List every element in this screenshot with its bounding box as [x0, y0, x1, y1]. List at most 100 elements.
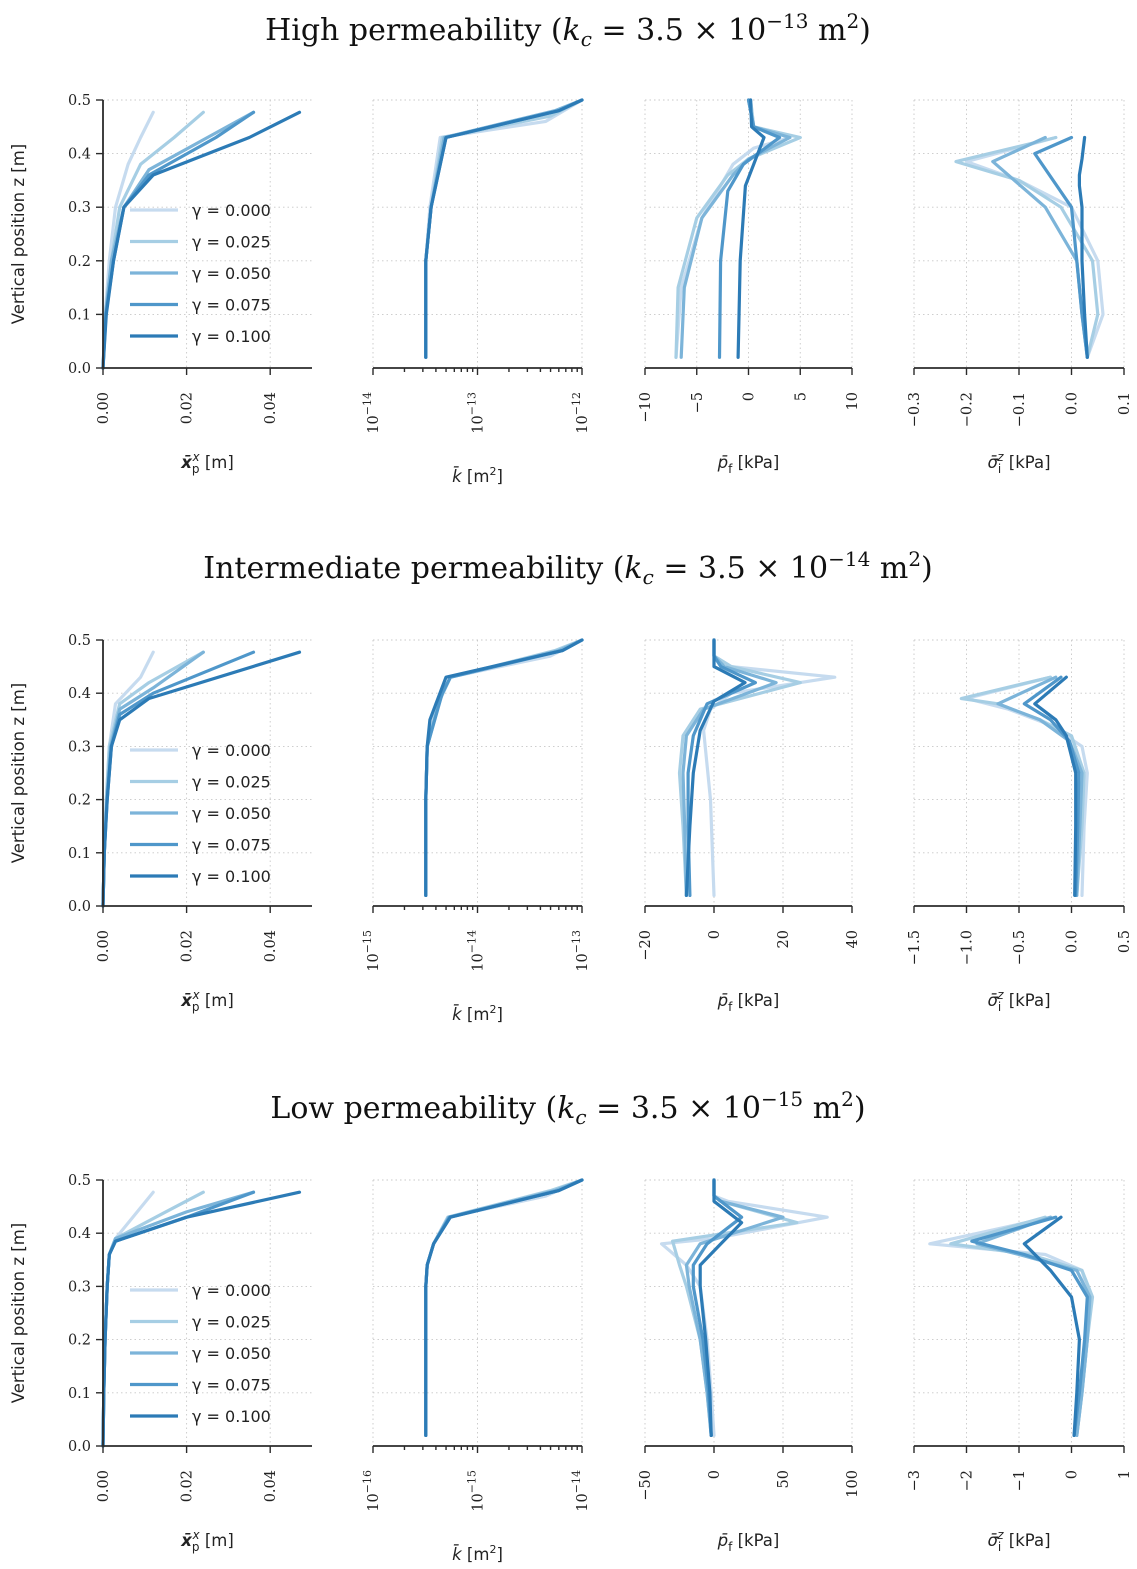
- series-line-1: [424, 98, 584, 359]
- y-axis-label: Vertical position z [m]: [9, 144, 28, 324]
- panel-1: 0.00 0.02 0.04 x̄px [m] 0.0 0.1 0.2 0.3 0.4 0.5 Ve…: [9, 93, 312, 476]
- x-axis-label: x̄px [m]: [180, 988, 234, 1014]
- x-tick-label: −2: [960, 1470, 976, 1491]
- y-axis-label: Vertical position z [m]: [9, 1223, 28, 1403]
- series-line-1: [101, 1190, 205, 1448]
- legend-label: γ = 0.050: [192, 804, 271, 823]
- series-line-3: [424, 638, 584, 897]
- legend: γ = 0.000 γ = 0.025 γ = 0.050 γ = 0.075 γ = …: [130, 1281, 271, 1426]
- y-tick-label: 0.2: [68, 1333, 91, 1349]
- subfigure-1: High permeability (kc = 3.5 × 10−13 m2) 0…: [9, 9, 1133, 486]
- series-line-2: [991, 135, 1089, 359]
- x-tick-label: 0.04: [263, 1470, 279, 1502]
- x-axis-label: σ̄iz [kPa]: [987, 450, 1050, 476]
- panel-4: −0.3 −0.2 −0.1 0.0 0.1 σ̄iz [kPa]: [907, 99, 1133, 476]
- series-line-1: [677, 638, 802, 897]
- legend-label: γ = 0.075: [192, 1376, 271, 1395]
- x-tick-label: 0: [707, 1470, 723, 1479]
- x-tick-label: 0.00: [96, 1470, 112, 1502]
- series-line-1: [949, 1215, 1095, 1437]
- series-line-1: [101, 650, 205, 908]
- legend-label: γ = 0.075: [192, 296, 271, 315]
- series-line-1: [959, 675, 1086, 897]
- gridlines: [913, 639, 1125, 907]
- panel-2: 10−15 10−14 10−13 k̄ [m2]: [361, 638, 591, 1024]
- series-line-0: [964, 675, 1089, 897]
- series-line-3: [424, 98, 584, 359]
- x-tick-label: 40: [845, 930, 861, 948]
- series-line-3: [970, 1215, 1089, 1437]
- x-axis-label: p̄f [kPa]: [717, 453, 780, 476]
- x-tick-label: 0.02: [180, 392, 196, 424]
- legend-label: γ = 0.000: [192, 1281, 271, 1300]
- x-axis-label: x̄px [m]: [180, 1528, 234, 1554]
- x-axis-label: k̄ [m2]: [452, 1003, 503, 1024]
- series-line-4: [1033, 675, 1078, 897]
- series-line-2: [101, 650, 205, 908]
- gridlines: [913, 99, 1125, 369]
- legend-label: γ = 0.100: [192, 867, 271, 886]
- x-tick-label: 50: [776, 1470, 792, 1488]
- x-tick-label: −0.5: [1012, 930, 1028, 965]
- y-tick-label: 0.3: [68, 1279, 91, 1295]
- x-tick-label: −20: [638, 930, 654, 961]
- panel-3: −20 0 20 40 p̄f [kPa]: [638, 638, 861, 1014]
- series-line-4: [101, 110, 302, 370]
- gridlines: [372, 99, 583, 369]
- x-tick-label: 10−16: [361, 1470, 382, 1512]
- chart-title: Low permeability (kc = 3.5 × 10−15 m2): [270, 1087, 865, 1129]
- panel-3: −10 −5 0 5 10 p̄f [kPa]: [638, 98, 861, 476]
- legend-label: γ = 0.100: [192, 1407, 271, 1426]
- y-tick-label: 0.4: [68, 686, 91, 702]
- y-tick-label: 0.4: [68, 147, 91, 163]
- legend-label: γ = 0.000: [192, 741, 271, 760]
- y-tick-label: 0.5: [68, 1173, 91, 1189]
- x-tick-label: 20: [776, 930, 792, 948]
- y-tick-label: 0.5: [68, 633, 91, 649]
- series-line-4: [424, 638, 584, 897]
- x-tick-label: −10: [638, 392, 654, 423]
- y-tick-label: 0.1: [68, 846, 91, 862]
- x-axis-label: p̄f [kPa]: [717, 991, 780, 1014]
- y-tick-label: 0.1: [68, 1386, 91, 1402]
- y-axis-label: Vertical position z [m]: [9, 683, 28, 863]
- x-tick-label: −0.1: [1012, 392, 1028, 427]
- legend-label: γ = 0.025: [192, 233, 271, 252]
- legend-label: γ = 0.075: [192, 836, 271, 855]
- series-line-4: [1022, 1215, 1081, 1437]
- x-tick-label: −0.2: [960, 392, 976, 427]
- x-axis-label: x̄px [m]: [180, 450, 234, 476]
- legend-label: γ = 0.100: [192, 327, 271, 346]
- gridlines: [913, 1179, 1125, 1447]
- x-tick-label: 0.02: [180, 930, 196, 962]
- series-line-2: [996, 675, 1084, 897]
- y-tick-label: 0.0: [68, 1439, 91, 1455]
- chart-title: Intermediate permeability (kc = 3.5 × 10…: [203, 547, 933, 589]
- series-line-4: [424, 1178, 584, 1437]
- y-tick-label: 0.5: [68, 93, 91, 109]
- gridlines: [372, 1179, 583, 1447]
- x-tick-label: 1: [1117, 1470, 1133, 1479]
- x-tick-label: 10−14: [361, 392, 382, 434]
- chart-title: High permeability (kc = 3.5 × 10−13 m2): [265, 9, 871, 51]
- series-line-0: [424, 98, 584, 359]
- series-line-3: [1022, 675, 1081, 897]
- y-tick-label: 0.2: [68, 793, 91, 809]
- series-line-0: [101, 650, 155, 908]
- legend-label: γ = 0.050: [192, 1344, 271, 1363]
- x-tick-label: −50: [638, 1470, 654, 1501]
- y-tick-label: 0.0: [68, 361, 91, 377]
- x-tick-label: −3: [907, 1470, 923, 1491]
- series-line-4: [1077, 135, 1089, 359]
- x-tick-label: 0.0: [1065, 930, 1081, 953]
- x-axis-label: k̄ [m2]: [452, 1543, 503, 1564]
- series-line-4: [684, 638, 747, 897]
- x-tick-label: 100: [845, 1470, 861, 1498]
- legend-label: γ = 0.050: [192, 264, 271, 283]
- x-tick-label: 0.02: [180, 1470, 196, 1502]
- series-line-2: [424, 98, 584, 359]
- x-tick-label: −1.0: [960, 930, 976, 965]
- series-line-4: [736, 98, 766, 359]
- x-tick-label: 0: [742, 392, 758, 401]
